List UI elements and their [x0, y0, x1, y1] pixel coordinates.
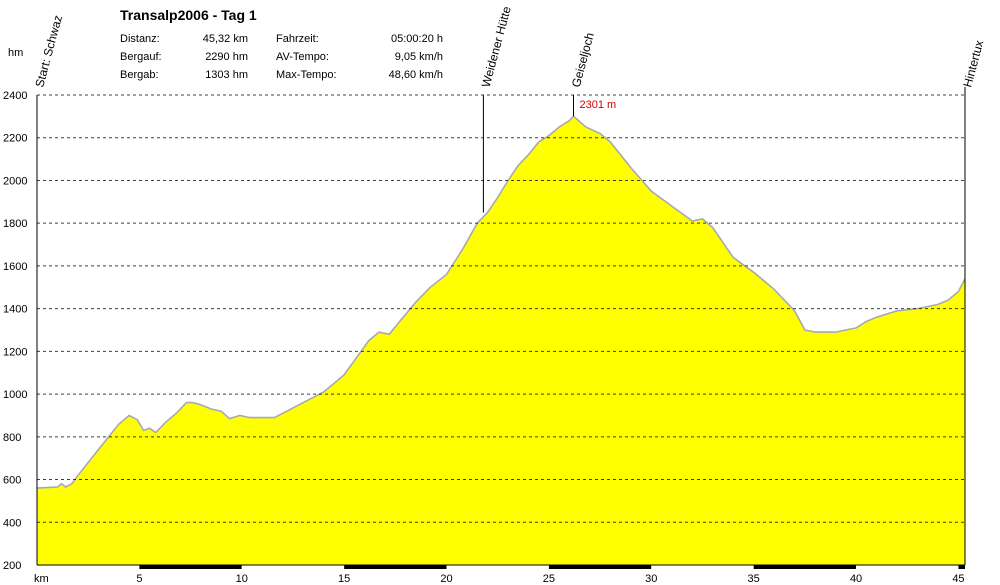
y-tick-label-1800: 1800 [3, 218, 27, 230]
waypoint-label-3: Hintertux [960, 39, 986, 89]
x-tick-label-30: 30 [645, 573, 657, 585]
stat-label-distance: Distanz: [120, 33, 160, 45]
y-tick-label-200: 200 [3, 560, 21, 572]
plot-area: 200 400 600 800 1000 1200 1400 1600 1800 2000 2200… [3, 5, 986, 585]
distance-scale-band-9 [958, 565, 965, 569]
distance-scale-band-1 [139, 565, 242, 569]
x-tick-label-15: 15 [338, 573, 350, 585]
y-tick-label-2000: 2000 [3, 175, 27, 187]
y-tick-label-1000: 1000 [3, 389, 27, 401]
x-tick-label-45: 45 [952, 573, 964, 585]
stat-value-climb: 2290 hm [205, 51, 248, 63]
y-tick-label-400: 400 [3, 517, 21, 529]
distance-scale-band-2 [241, 565, 345, 569]
x-tick-label-35: 35 [748, 573, 760, 585]
distance-scale-band-5 [548, 565, 652, 569]
waypoint-label-2: Geiseljoch [569, 31, 597, 89]
elevation-profile-line [36, 115, 966, 489]
stat-label-climb: Bergauf: [120, 51, 162, 63]
distance-scale-band-0 [37, 565, 140, 569]
x-tick-label-10: 10 [236, 573, 248, 585]
stat-value-avg-speed: 9,05 km/h [395, 51, 443, 63]
x-tick-label-25: 25 [543, 573, 555, 585]
y-tick-label-2400: 2400 [3, 90, 27, 102]
peak-elevation-label: 2301 m [579, 99, 616, 111]
y-axis-unit-label: hm [8, 47, 23, 59]
x-axis-unit-label: km [34, 573, 49, 585]
stat-label-max-speed: Max-Tempo: [276, 69, 337, 81]
distance-scale-band-7 [753, 565, 857, 569]
distance-scale-band-8 [856, 565, 959, 569]
y-tick-label-1200: 1200 [3, 346, 27, 358]
stat-value-distance: 45,32 km [203, 33, 248, 45]
distance-scale-band-4 [446, 565, 549, 569]
stat-value-max-speed: 48,60 km/h [389, 69, 443, 81]
x-tick-label-5: 5 [136, 573, 142, 585]
chart-title: Transalp2006 - Tag 1 [120, 7, 257, 23]
stat-label-descent: Bergab: [120, 69, 159, 81]
y-tick-label-2200: 2200 [3, 133, 27, 145]
waypoint-label-1: Weidener Hütte [479, 5, 514, 89]
stat-label-avg-speed: AV-Tempo: [276, 51, 329, 63]
y-tick-label-1600: 1600 [3, 261, 27, 273]
stat-label-duration: Fahrzeit: [276, 33, 319, 45]
stat-value-descent: 1303 hm [205, 69, 248, 81]
waypoint-label-0: Start: Schwaz [32, 14, 65, 89]
distance-scale-band-3 [344, 565, 447, 569]
distance-scale-band-6 [651, 565, 754, 569]
stat-value-duration: 05:00:20 h [391, 33, 443, 45]
x-tick-label-40: 40 [850, 573, 862, 585]
x-tick-label-20: 20 [440, 573, 452, 585]
elevation-area [37, 116, 965, 565]
y-tick-label-600: 600 [3, 475, 21, 487]
y-tick-label-1400: 1400 [3, 304, 27, 316]
y-tick-label-800: 800 [3, 432, 21, 444]
